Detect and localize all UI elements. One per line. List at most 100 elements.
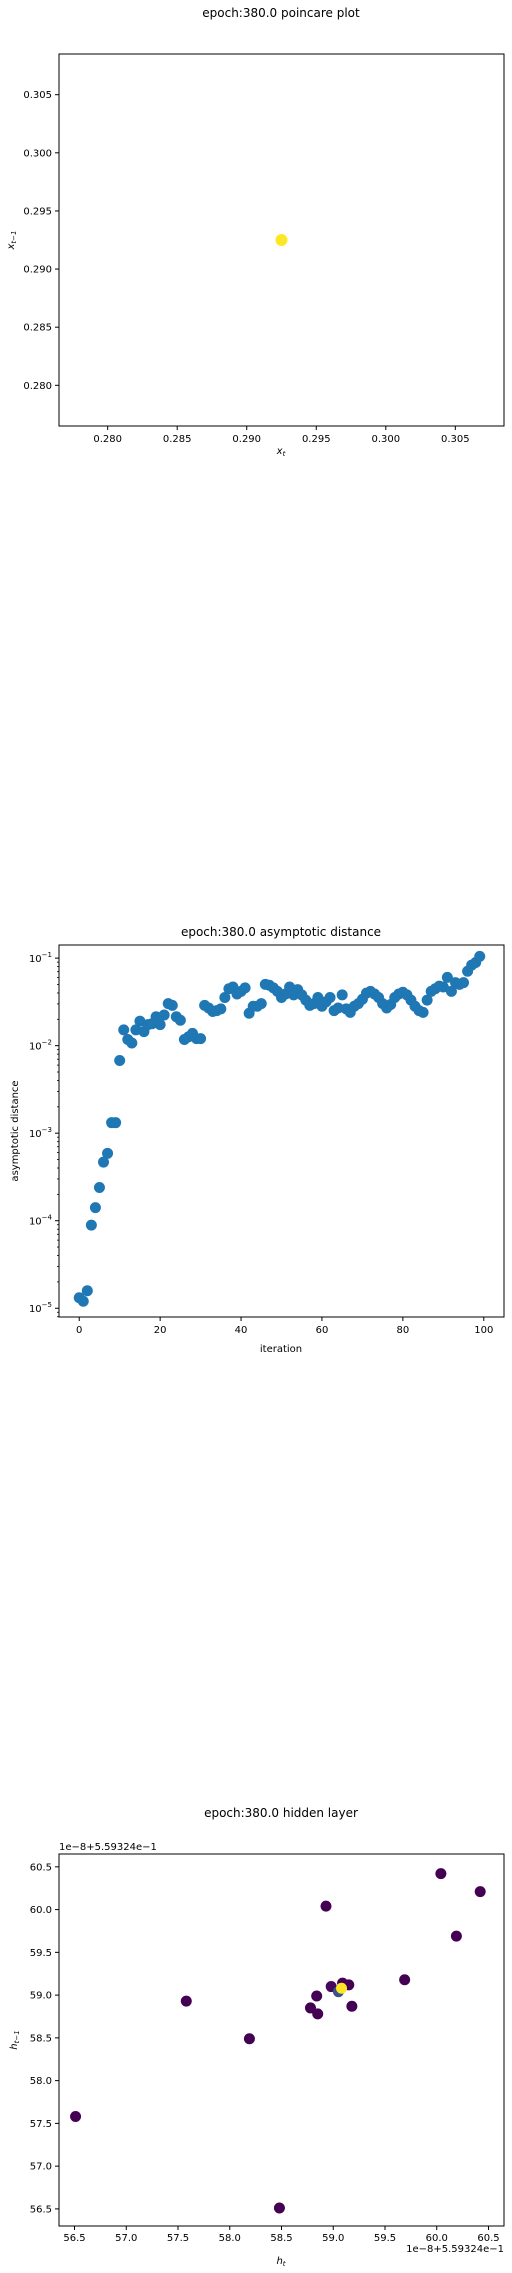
y-tick-label: 0.300 bbox=[23, 148, 52, 159]
y-tick-label: 60.5 bbox=[30, 1862, 52, 1873]
plot-area bbox=[58, 1853, 505, 2227]
y-tick-label: 58.5 bbox=[30, 2033, 52, 2044]
x-tick-label: 60.0 bbox=[426, 2233, 448, 2244]
scatter-point bbox=[110, 1117, 122, 1129]
scatter-point bbox=[417, 1006, 429, 1018]
chart-title: epoch:380.0 hidden layer bbox=[204, 1806, 358, 1820]
scatter-point bbox=[421, 994, 433, 1006]
plot-area bbox=[58, 944, 505, 1318]
y-axis-label: ht−1 bbox=[9, 2030, 21, 2049]
x-tick-label: 40 bbox=[235, 1325, 248, 1336]
scatter-point bbox=[346, 2000, 358, 2012]
hidden-layer-chart: epoch:380.0 hidden layer 1e−8+5.59324e−1… bbox=[9, 1806, 505, 2268]
x-tick-label: 20 bbox=[154, 1325, 167, 1336]
scatter-point bbox=[166, 999, 178, 1011]
x-tick-label: 57.5 bbox=[167, 2233, 189, 2244]
scatter-point bbox=[158, 1009, 170, 1021]
scatter-point bbox=[275, 234, 288, 246]
tick-exponent: −2 bbox=[42, 1039, 52, 1047]
scatter-point bbox=[219, 992, 231, 1004]
chart-title: epoch:380.0 asymptotic distance bbox=[181, 925, 381, 939]
scatter-point bbox=[98, 1156, 109, 1168]
plot-area bbox=[58, 53, 505, 427]
x-tick-label: 0.285 bbox=[163, 434, 192, 445]
x-axis-label: ht bbox=[276, 2256, 285, 2268]
tick-exponent: −1 bbox=[42, 951, 52, 959]
y-tick-label: 0.285 bbox=[23, 323, 52, 334]
scatter-point bbox=[118, 1024, 130, 1036]
hidden-layer-figure: epoch:380.0 hidden layer 1e−8+5.59324e−1… bbox=[0, 1800, 512, 2269]
x-offset-label: 1e−8+5.59324e−1 bbox=[406, 2244, 504, 2255]
scatter-point bbox=[102, 1147, 114, 1159]
scatter-point bbox=[243, 2033, 255, 2045]
x-tick-label: 58.0 bbox=[219, 2233, 241, 2244]
scatter-point bbox=[77, 1295, 89, 1307]
scatter-point bbox=[126, 1037, 138, 1049]
x-tick-label: 0 bbox=[76, 1325, 82, 1336]
scatter-point bbox=[174, 1014, 186, 1026]
scatter-point bbox=[273, 2202, 285, 2214]
tick-group: 56.5 57.0 57.5 58.0 58.5 59.0 59.5 60.0 60.5 56.5… bbox=[30, 1862, 500, 2244]
scatter-point bbox=[114, 1055, 126, 1067]
x-axis-label: xt bbox=[276, 446, 286, 458]
x-tick-label: 59.5 bbox=[374, 2233, 396, 2244]
scatter-point bbox=[255, 998, 267, 1010]
x-tick-label: 100 bbox=[474, 1325, 493, 1336]
asymptotic-figure: epoch:380.0 asymptotic distance 0 20 40 60 8… bbox=[0, 920, 512, 1360]
x-tick-label: 80 bbox=[396, 1325, 409, 1336]
y-tick-label: 56.5 bbox=[30, 2204, 52, 2215]
y-tick-label: 10−1 bbox=[29, 951, 52, 965]
points-group bbox=[73, 950, 486, 1307]
y-tick-label: 10−3 bbox=[29, 1126, 52, 1140]
tick-exponent: −4 bbox=[42, 1214, 53, 1222]
scatter-point bbox=[85, 1219, 97, 1231]
x-tick-label: 0.300 bbox=[371, 434, 400, 445]
tick-base: 10 bbox=[29, 1129, 42, 1140]
scatter-point bbox=[312, 2008, 324, 2020]
x-tick-label: 0.305 bbox=[441, 434, 470, 445]
x-tick-label: 57.0 bbox=[115, 2233, 137, 2244]
y-tick-label: 0.280 bbox=[23, 381, 52, 392]
x-tick-label: 60 bbox=[316, 1325, 329, 1336]
y-tick-label: 0.305 bbox=[23, 90, 52, 101]
y-offset-label: 1e−8+5.59324e−1 bbox=[59, 1842, 157, 1853]
y-tick-label: 10−2 bbox=[29, 1039, 52, 1053]
chart-title: epoch:380.0 poincare plot bbox=[202, 6, 360, 20]
scatter-point bbox=[154, 1019, 166, 1031]
scatter-point bbox=[441, 971, 453, 983]
scatter-point bbox=[89, 1202, 101, 1214]
y-axis-label: asymptotic distance bbox=[10, 1080, 21, 1181]
y-tick-label: 60.0 bbox=[30, 1905, 52, 1916]
scatter-point bbox=[458, 977, 470, 989]
x-tick-label: 59.0 bbox=[322, 2233, 344, 2244]
x-axis-label: iteration bbox=[260, 1344, 302, 1355]
scatter-point bbox=[239, 982, 251, 994]
scatter-point bbox=[304, 2002, 316, 2014]
points-group bbox=[70, 1868, 486, 2214]
scatter-point bbox=[336, 989, 348, 1001]
y-tick-label: 57.5 bbox=[30, 2119, 52, 2130]
y-tick-label: 58.0 bbox=[30, 2076, 52, 2087]
scatter-point bbox=[215, 1003, 227, 1015]
x-tick-label: 0.290 bbox=[232, 434, 261, 445]
scatter-point bbox=[399, 1974, 411, 1986]
poincare-figure: epoch:380.0 poincare plot 0.280 0.285 0.29… bbox=[0, 0, 512, 470]
y-tick-label: 10−4 bbox=[29, 1214, 53, 1228]
asymptotic-chart: epoch:380.0 asymptotic distance 0 20 40 60 8… bbox=[10, 925, 505, 1355]
tick-base: 10 bbox=[29, 1042, 42, 1053]
x-tick-label: 58.5 bbox=[270, 2233, 292, 2244]
scatter-point bbox=[70, 2111, 82, 2123]
x-tick-label: 0.280 bbox=[93, 434, 122, 445]
scatter-point bbox=[474, 950, 486, 962]
scatter-point bbox=[437, 981, 449, 993]
scatter-point bbox=[180, 1995, 192, 2007]
y-tick-label: 59.5 bbox=[30, 1948, 52, 1959]
scatter-point bbox=[311, 1990, 323, 2002]
scatter-point bbox=[195, 1033, 207, 1045]
tick-base: 10 bbox=[29, 954, 42, 965]
y-tick-label: 57.0 bbox=[30, 2162, 52, 2173]
y-axis-label: xt−1 bbox=[6, 231, 18, 251]
scatter-point bbox=[450, 1930, 462, 1942]
scatter-point bbox=[81, 1285, 93, 1297]
